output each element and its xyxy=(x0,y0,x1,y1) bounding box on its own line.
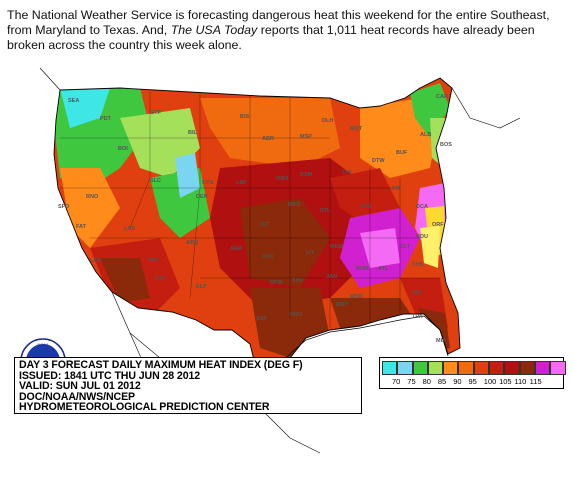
station-label: BIL xyxy=(188,130,198,136)
station-label: DSM xyxy=(300,172,313,178)
station-label: OKC xyxy=(262,254,274,260)
station-label: DTW xyxy=(372,158,385,164)
station-label: CHS xyxy=(412,262,424,268)
agency-line: DOC/NOAA/NWS/NCEP xyxy=(19,390,136,403)
station-label: CHI xyxy=(342,170,352,176)
station-label: DCA xyxy=(416,204,428,210)
station-label: MIA xyxy=(436,338,446,344)
station-label: LBF xyxy=(236,180,247,186)
station-label: RDU xyxy=(416,234,428,240)
station-label: GTF xyxy=(150,110,162,116)
us-outline xyxy=(53,77,461,379)
station-label: ELP xyxy=(196,284,207,290)
station-label: FAT xyxy=(76,224,87,230)
legend-tick-label: 110 xyxy=(514,377,527,386)
heat-index-legend: 70 75 80 85 90 95 100 105 110 115 xyxy=(379,357,566,389)
station-label: CVG xyxy=(360,204,372,210)
station-label: MOB xyxy=(350,294,363,300)
legend-swatch xyxy=(473,361,490,375)
legend-tick-label: 105 xyxy=(499,377,512,386)
station-label: DFW xyxy=(270,280,283,286)
center-line: HYDROMETEOROLOGICAL PREDICTION CENTER xyxy=(19,401,270,414)
canada-region xyxy=(40,58,573,118)
station-label: ABR xyxy=(262,136,274,142)
station-label: CAR xyxy=(436,94,448,100)
legend-tick-label: 70 xyxy=(392,377,401,386)
station-label: MQT xyxy=(350,126,363,132)
station-label: PHX xyxy=(148,258,160,264)
caption-paragraph: The National Weather Service is forecast… xyxy=(7,8,567,53)
station-label: MSY xyxy=(336,302,348,308)
station-label: AMA xyxy=(230,246,243,252)
station-label: CYS xyxy=(202,180,214,186)
station-label: STL xyxy=(320,208,331,214)
station-label: BUF xyxy=(396,150,408,156)
issued-line: ISSUED: 1841 UTC THU JUN 28 2012 xyxy=(19,369,201,382)
station-label: DEN xyxy=(196,194,208,200)
forecast-title: DAY 3 FORECAST DAILY MAXIMUM HEAT INDEX … xyxy=(19,359,303,371)
heat-index-map: SEA PDT GTF BIL BIS MSP ABR DLH MQT CAR ALB BOS BUF D… xyxy=(0,58,573,482)
station-label: MKC xyxy=(288,202,301,208)
legend-swatch xyxy=(427,361,444,375)
station-label: ORF xyxy=(432,222,444,228)
station-label: PIT xyxy=(392,186,401,192)
caption-source: The USA Today xyxy=(170,23,258,37)
legend-tick-label: 90 xyxy=(453,377,462,386)
legend-tick-label: 95 xyxy=(468,377,477,386)
station-label: LAX xyxy=(90,258,101,264)
station-label: MSP xyxy=(300,134,312,140)
valid-line: VALID: SUN JUL 01 2012 xyxy=(19,380,141,393)
station-label: OMA xyxy=(276,176,289,182)
legend-swatch xyxy=(534,361,551,375)
legend-swatch xyxy=(443,361,459,375)
legend-ticks: 70 75 80 85 90 95 100 105 110 115 xyxy=(382,377,542,386)
station-label: SHV xyxy=(292,278,304,284)
legend-swatch xyxy=(382,361,398,375)
station-label: BOI xyxy=(118,146,128,152)
forecast-info-box: DAY 3 FORECAST DAILY MAXIMUM HEAT INDEX … xyxy=(14,357,362,414)
logo-text: NOAA xyxy=(37,342,49,347)
station-label: JAN xyxy=(326,274,337,280)
station-label: BIS xyxy=(240,114,250,120)
station-label: CLT xyxy=(400,244,411,250)
station-label: JAX xyxy=(412,290,423,296)
legend-tick-label: 100 xyxy=(483,377,497,386)
station-label: SLC xyxy=(150,178,161,184)
station-label: BOS xyxy=(440,142,452,148)
station-label: ATL xyxy=(378,266,389,272)
legend-swatch xyxy=(397,361,413,375)
station-labels: SEA PDT GTF BIL BIS MSP ABR DLH MQT CAR ALB BOS BUF D… xyxy=(58,94,452,344)
legend-tick-label: 85 xyxy=(437,377,447,386)
station-label: ABQ xyxy=(186,240,199,246)
station-label: LIT xyxy=(306,250,315,256)
legend-tick-label: 75 xyxy=(407,377,416,386)
station-label: SFO xyxy=(58,204,70,210)
legend-swatch xyxy=(550,361,566,375)
legend-tick-label: 80 xyxy=(422,377,431,386)
legend-swatches xyxy=(382,361,566,375)
station-label: DLH xyxy=(322,118,333,124)
station-label: TPA xyxy=(412,314,423,320)
heat-field xyxy=(54,78,460,378)
us-heat-map-svg: SEA PDT GTF BIL BIS MSP ABR DLH MQT CAR ALB BOS BUF D… xyxy=(39,58,573,454)
legend-tick-label: 115 xyxy=(529,377,542,386)
station-label: HOU xyxy=(290,312,302,318)
station-label: MEM xyxy=(330,244,343,250)
legend-swatch xyxy=(504,361,520,375)
station-label: TUS xyxy=(154,276,165,282)
station-label: SEA xyxy=(68,98,79,104)
caption-part-1: The National Weather Service is forecast… xyxy=(7,8,550,37)
legend-swatch xyxy=(458,361,474,375)
station-label: LAS xyxy=(124,226,135,232)
legend-swatch xyxy=(519,361,535,375)
station-label: BHM xyxy=(356,266,369,272)
station-label: SAT xyxy=(256,316,267,322)
legend-swatch xyxy=(489,361,505,375)
station-label: ALB xyxy=(420,132,431,138)
legend-swatch xyxy=(412,361,428,375)
station-label: RNO xyxy=(86,194,99,200)
station-label: ICT xyxy=(260,222,270,228)
caption-part-2: reports that 1,011 heat records have alr… xyxy=(7,23,535,52)
station-label: PDT xyxy=(100,116,112,122)
